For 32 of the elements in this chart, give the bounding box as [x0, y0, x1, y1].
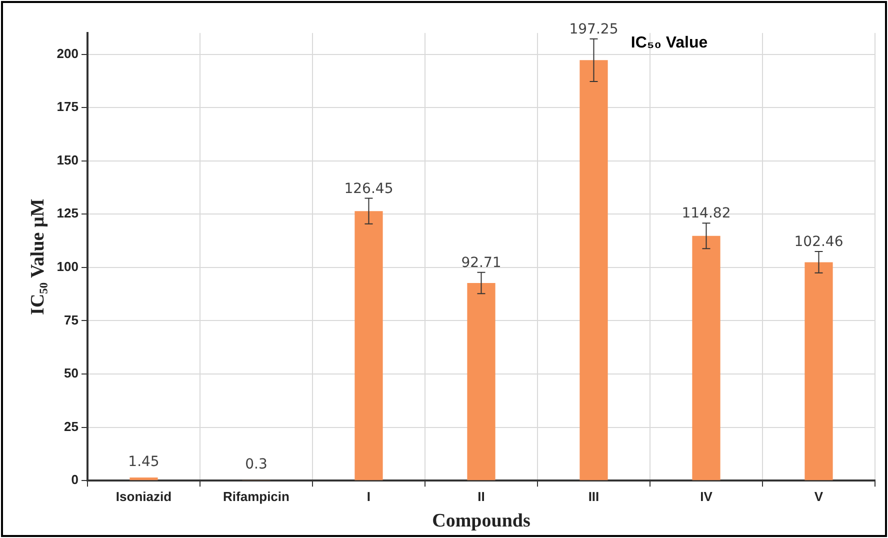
y-tick-label: 75 — [64, 312, 78, 328]
x-tick-label: Rifampicin — [223, 488, 290, 504]
x-tick-label: IV — [700, 488, 713, 504]
y-tick-label: 150 — [56, 152, 78, 168]
chart-title: IC₅₀ Value — [630, 34, 708, 52]
y-axis-title: IC₅₀ Value µM — [27, 198, 48, 315]
bar — [692, 236, 720, 480]
data-label: 0.3 — [245, 456, 268, 473]
y-tick-label: 200 — [56, 46, 78, 61]
data-label: 114.82 — [682, 206, 731, 222]
x-tick-label: I — [366, 488, 371, 504]
data-label: 102.46 — [794, 234, 844, 250]
x-tick-label: Isoniazid — [116, 488, 172, 504]
y-tick-label: 125 — [56, 206, 78, 221]
y-tick-label: 175 — [56, 99, 78, 114]
y-tick-label: 0 — [71, 472, 78, 488]
bar — [804, 262, 833, 480]
x-tick-label: III — [588, 488, 600, 504]
x-axis-title: Compounds — [432, 510, 530, 532]
data-label: 126.45 — [344, 180, 394, 197]
x-tick-label: V — [814, 488, 824, 504]
y-tick-label: 25 — [64, 418, 78, 434]
x-tick-label: II — [478, 488, 485, 504]
data-label: 197.25 — [569, 22, 618, 38]
bar — [354, 211, 383, 480]
data-label: 1.45 — [128, 454, 160, 470]
y-tick-label: 50 — [64, 366, 78, 381]
bar — [580, 60, 608, 480]
bar — [130, 478, 158, 480]
data-label: 92.71 — [461, 254, 502, 271]
y-tick-label: 100 — [56, 259, 78, 274]
bar — [467, 282, 496, 480]
